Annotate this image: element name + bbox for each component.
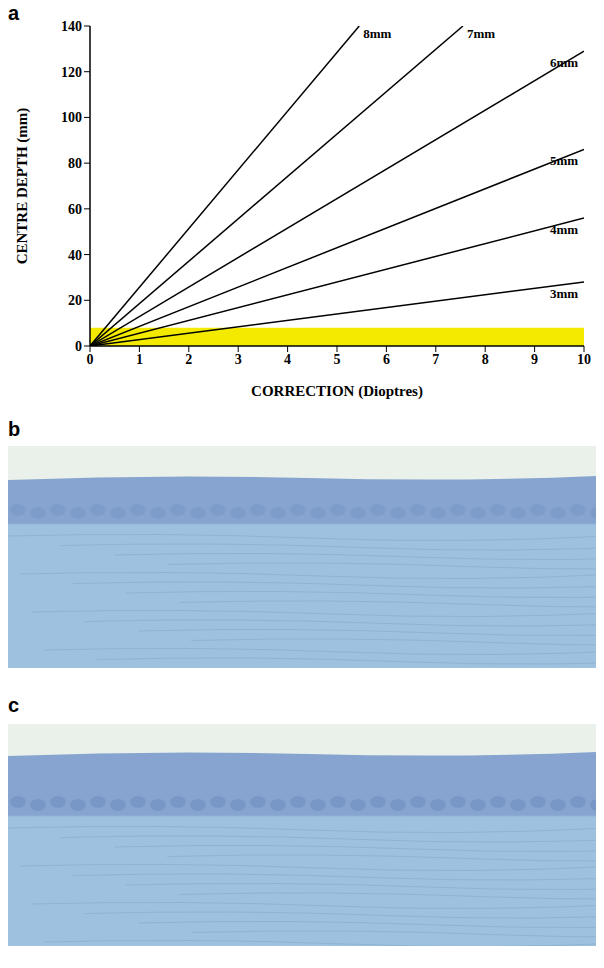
svg-text:80: 80	[68, 156, 82, 171]
svg-text:60: 60	[68, 202, 82, 217]
svg-text:3mm: 3mm	[550, 286, 578, 301]
html-text:b: b	[8, 418, 21, 440]
svg-text:3: 3	[235, 352, 242, 367]
html-text:a: a	[8, 2, 20, 24]
svg-text:8mm: 8mm	[363, 26, 391, 41]
svg-text:40: 40	[68, 248, 82, 263]
svg-text:120: 120	[61, 65, 82, 80]
svg-text:0: 0	[75, 339, 82, 354]
svg-text:7: 7	[432, 352, 439, 367]
svg-text:100: 100	[61, 110, 82, 125]
svg-text:1: 1	[136, 352, 143, 367]
html-text:c: c	[8, 694, 20, 716]
svg-text:4mm: 4mm	[550, 222, 578, 237]
svg-text:0: 0	[87, 352, 94, 367]
svg-text:7mm: 7mm	[467, 26, 495, 41]
svg-text:6mm: 6mm	[550, 55, 578, 70]
svg-text:140: 140	[61, 19, 82, 34]
svg-text:8: 8	[482, 352, 489, 367]
svg-text:CENTRE DEPTH (mm): CENTRE DEPTH (mm)	[14, 108, 31, 265]
svg-text:CORRECTION (Dioptres): CORRECTION (Dioptres)	[251, 383, 423, 400]
svg-text:20: 20	[68, 293, 82, 308]
svg-text:6: 6	[383, 352, 390, 367]
svg-text:4: 4	[284, 352, 291, 367]
svg-text:10: 10	[577, 352, 591, 367]
svg-text:5: 5	[334, 352, 341, 367]
svg-text:5mm: 5mm	[550, 153, 578, 168]
svg-text:9: 9	[531, 352, 538, 367]
svg-text:2: 2	[185, 352, 192, 367]
